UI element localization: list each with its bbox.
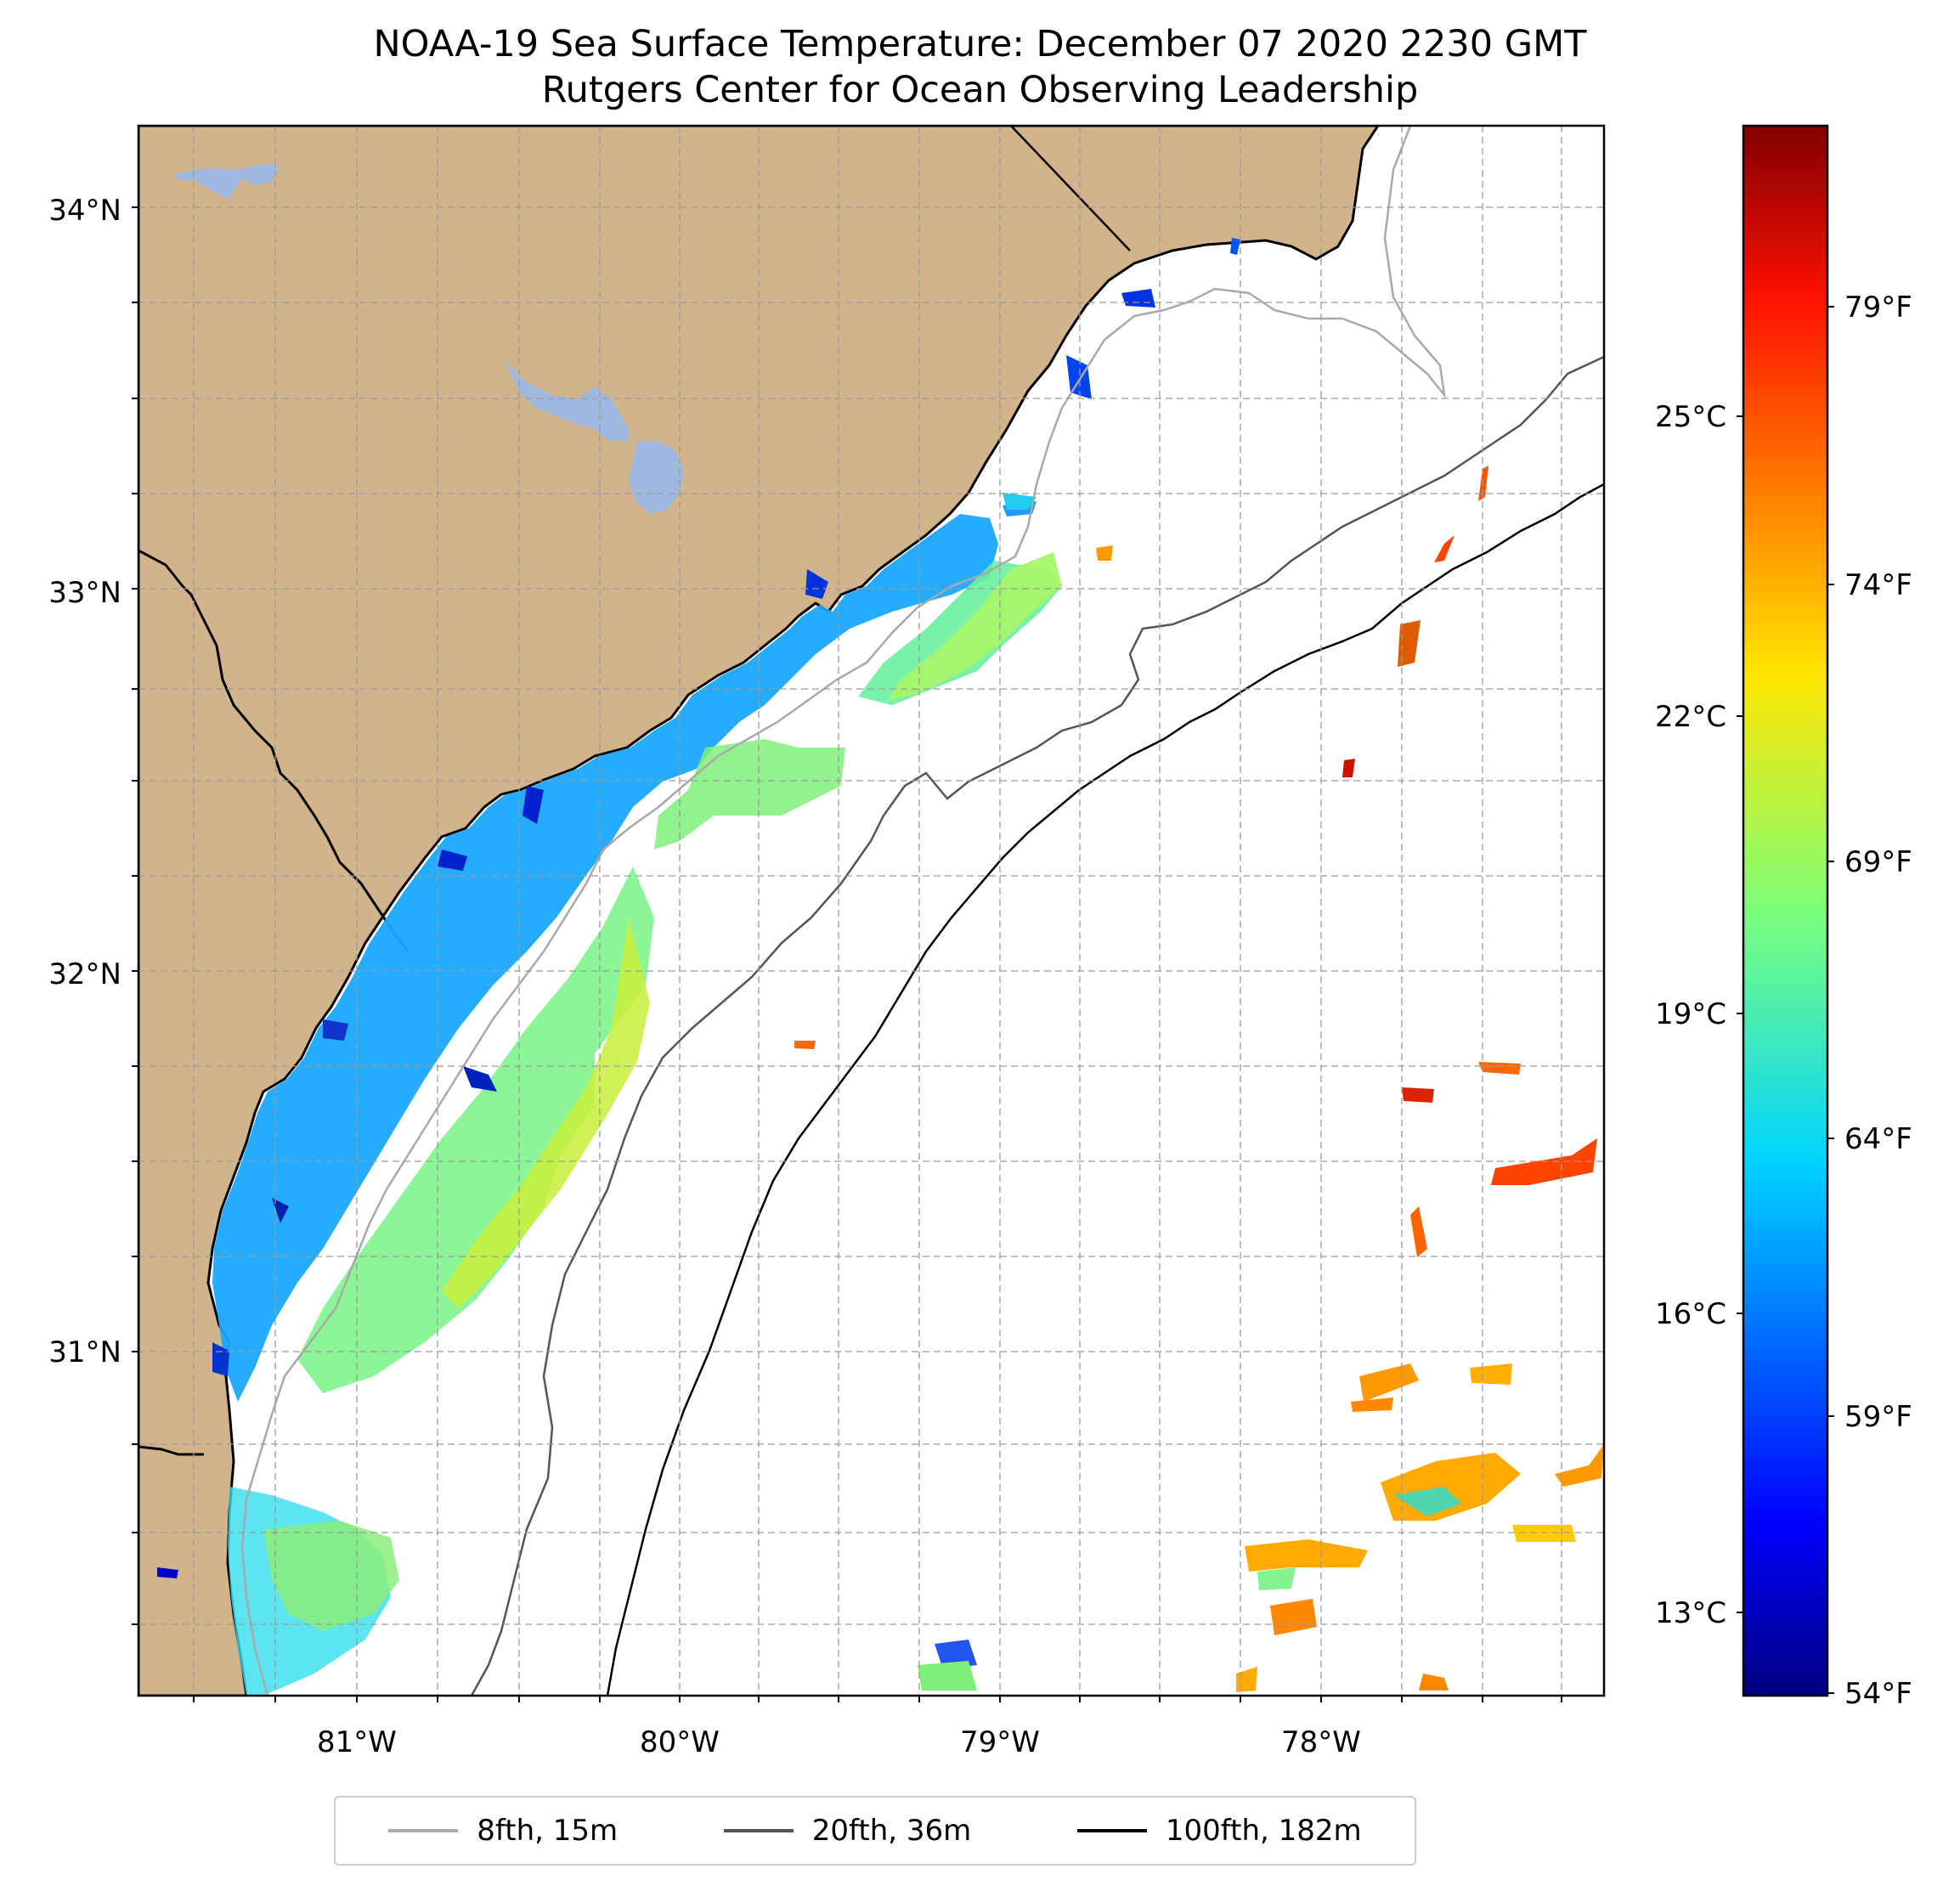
axis-ticks bbox=[132, 206, 1562, 1702]
colorbar-fahrenheit-label: 59°F bbox=[1844, 1400, 1912, 1434]
lake bbox=[174, 163, 280, 200]
legend-label: 100fth, 182m bbox=[1165, 1814, 1362, 1848]
colorbar-fahrenheit-label: 74°F bbox=[1844, 568, 1912, 602]
colorbar-celsius-label: 16°C bbox=[1655, 1297, 1726, 1331]
lat-tick-label: 31°N bbox=[48, 1335, 121, 1369]
legend-label: 20fth, 36m bbox=[811, 1814, 972, 1848]
chart-subtitle: Rutgers Center for Ocean Observing Leade… bbox=[541, 69, 1419, 111]
legend-item-100fth: 100fth, 182m bbox=[1076, 1814, 1362, 1848]
colorbar-celsius-label: 22°C bbox=[1655, 700, 1726, 734]
contour-8fth bbox=[240, 126, 1446, 1696]
state-boundary bbox=[1010, 126, 1131, 251]
contour-100fth bbox=[606, 483, 1604, 1696]
colorbar-celsius-label: 13°C bbox=[1655, 1596, 1726, 1630]
legend-swatch bbox=[388, 1829, 459, 1832]
legend-item-20fth: 20fth, 36m bbox=[723, 1814, 972, 1848]
colorbar-fahrenheit-label: 69°F bbox=[1844, 845, 1912, 879]
legend-item-8fth: 8fth, 15m bbox=[388, 1814, 618, 1848]
lat-tick-label: 34°N bbox=[48, 194, 121, 228]
lon-tick-label: 79°W bbox=[960, 1725, 1040, 1759]
map-frame bbox=[137, 124, 1606, 1697]
lat-tick-label: 33°N bbox=[48, 576, 121, 610]
colorbar-fahrenheit-label: 79°F bbox=[1844, 291, 1912, 325]
land bbox=[138, 126, 1380, 1696]
colorbar-fahrenheit-label: 54°F bbox=[1844, 1677, 1912, 1711]
lake bbox=[506, 361, 629, 442]
colorbar-celsius-label: 25°C bbox=[1655, 400, 1726, 434]
lake bbox=[629, 442, 684, 514]
legend: 8fth, 15m 20fth, 36m 100fth, 182m bbox=[334, 1796, 1416, 1866]
lon-tick-label: 81°W bbox=[317, 1725, 397, 1759]
lat-tick-label: 32°N bbox=[48, 957, 121, 991]
colorbar bbox=[1742, 124, 1829, 1697]
contour-20fth bbox=[470, 355, 1604, 1696]
state-boundary bbox=[138, 549, 410, 952]
colorbar-ticks bbox=[1737, 306, 1834, 1694]
state-boundary bbox=[138, 1445, 204, 1456]
legend-swatch bbox=[723, 1829, 794, 1832]
grid bbox=[138, 126, 1604, 1696]
sst-field bbox=[157, 238, 1604, 1696]
colorbar-fahrenheit-label: 64°F bbox=[1844, 1122, 1912, 1156]
lon-tick-label: 78°W bbox=[1281, 1725, 1361, 1759]
legend-swatch bbox=[1076, 1829, 1147, 1832]
legend-label: 8fth, 15m bbox=[477, 1814, 619, 1848]
chart-title: NOAA-19 Sea Surface Temperature: Decembe… bbox=[373, 23, 1587, 65]
colorbar-celsius-label: 19°C bbox=[1655, 997, 1726, 1031]
lon-tick-label: 80°W bbox=[640, 1725, 720, 1759]
